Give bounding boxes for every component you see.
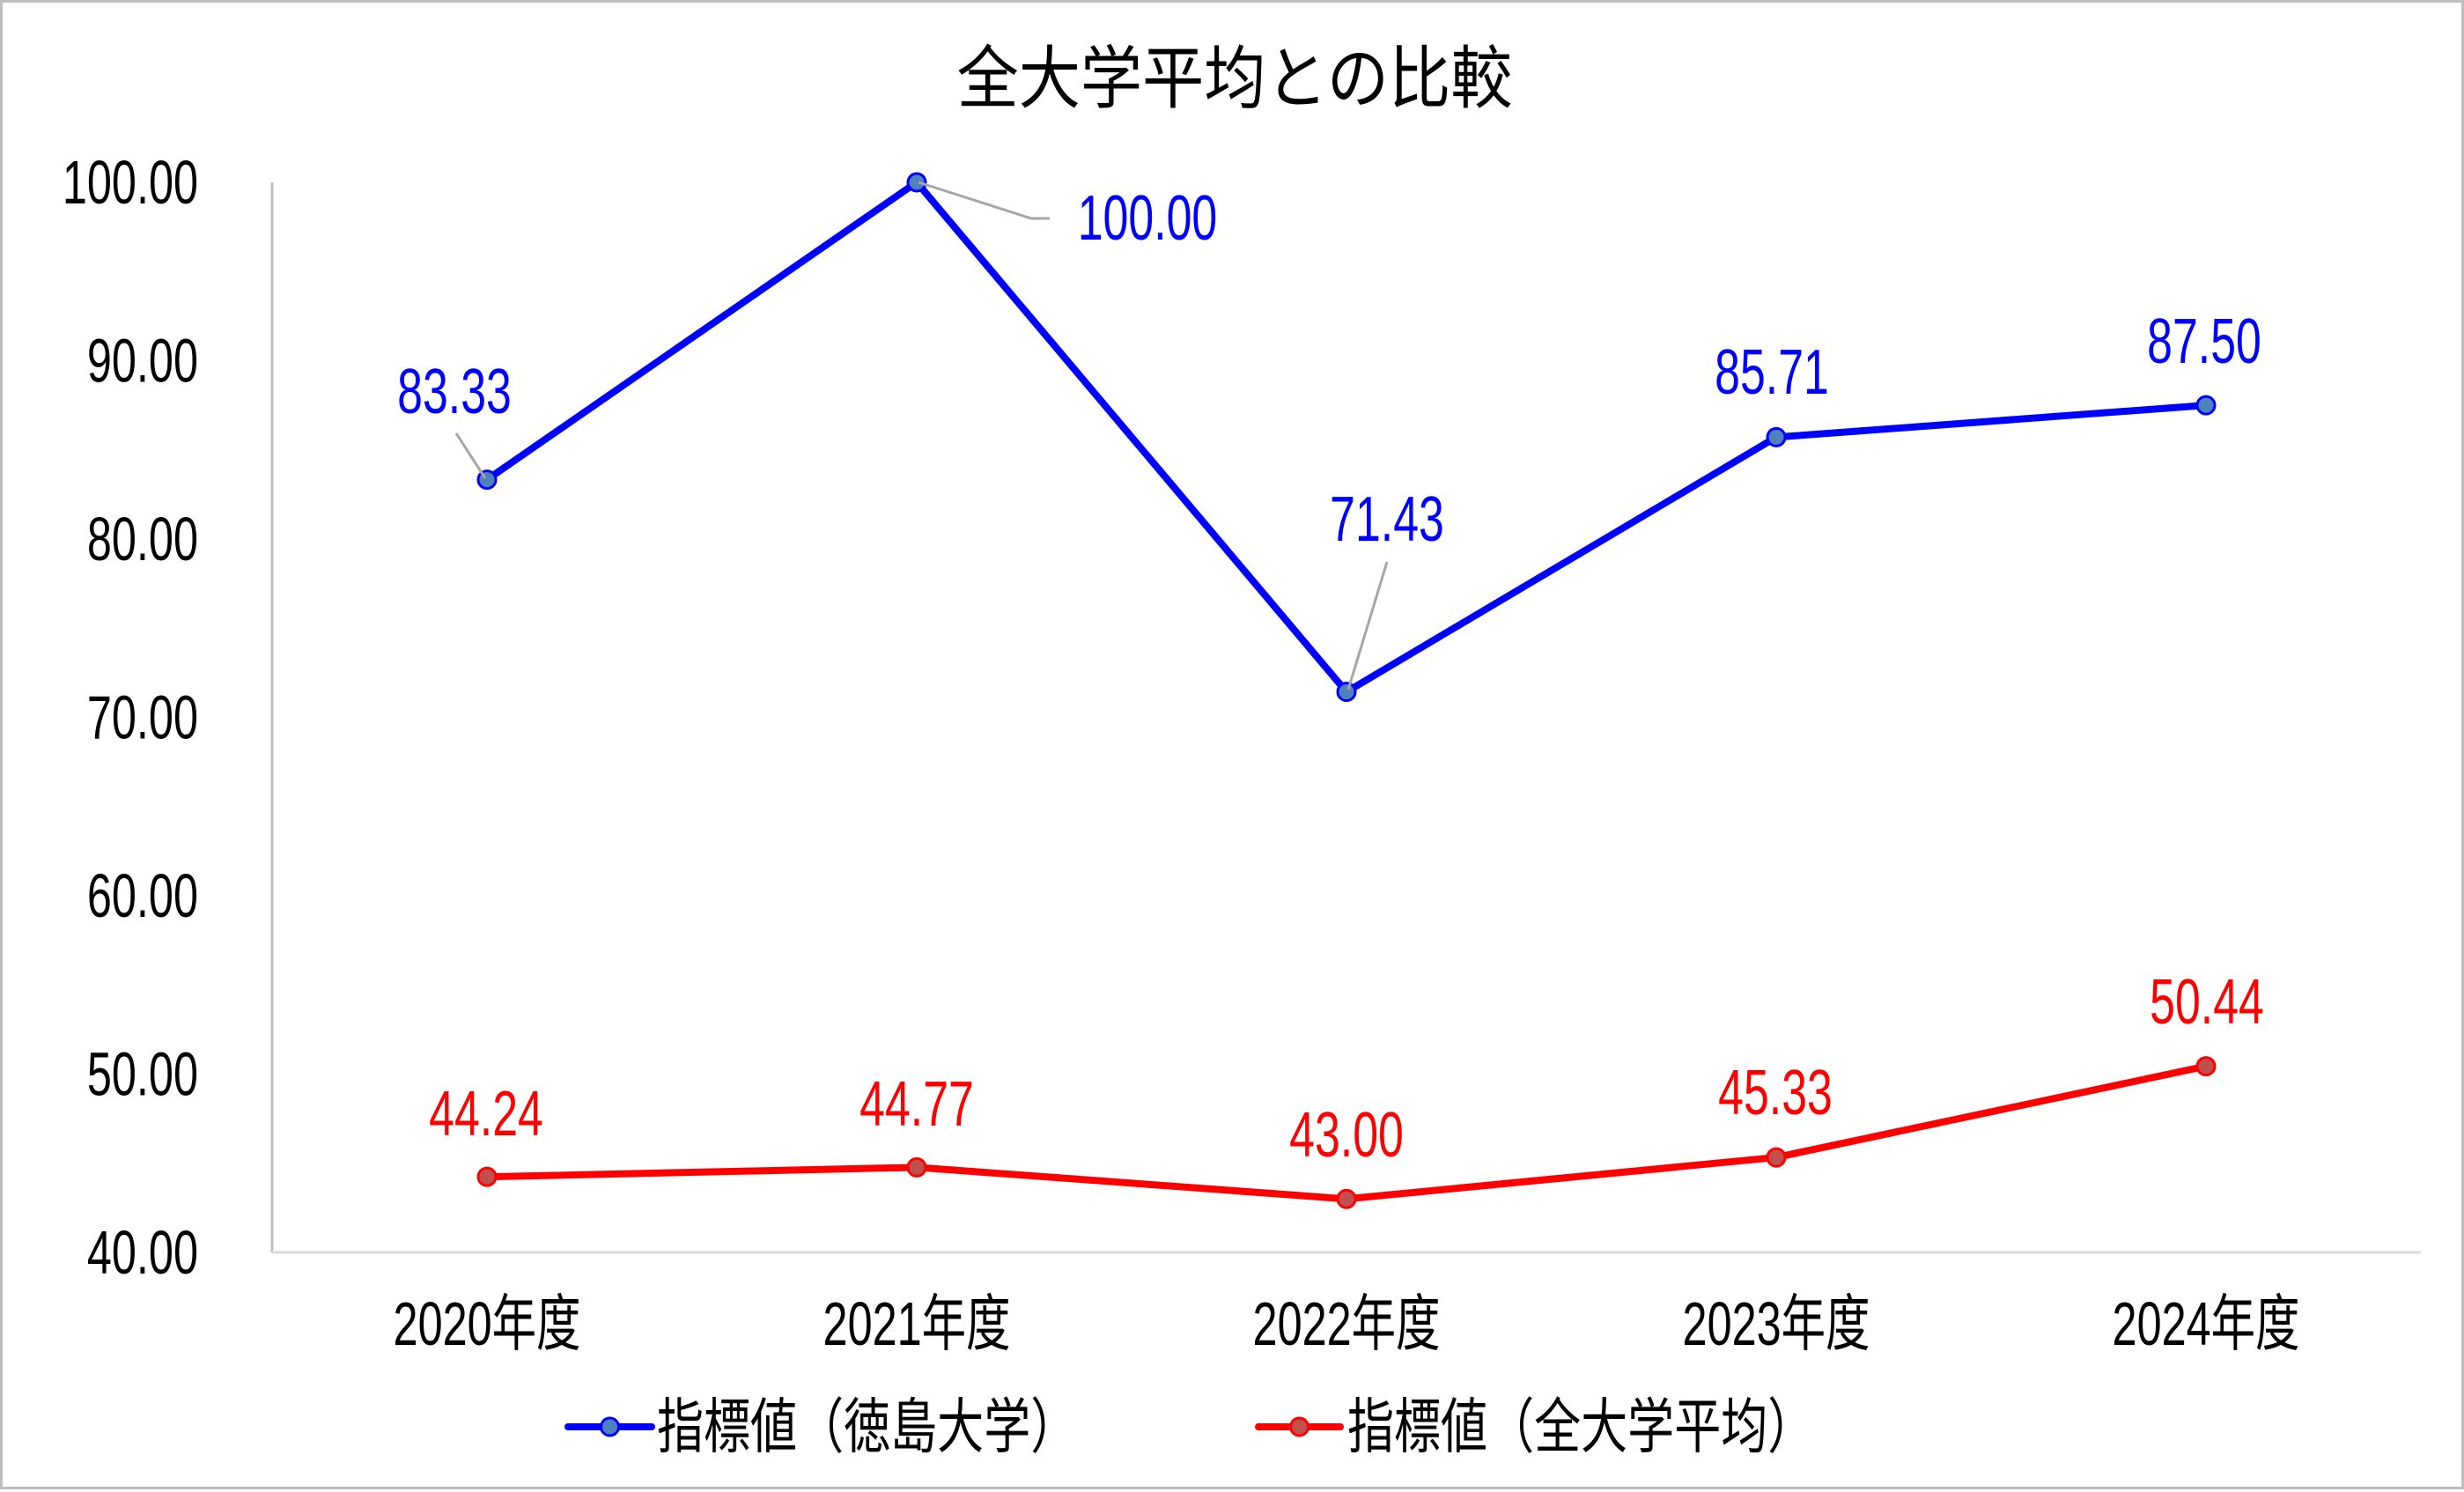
- data-point-marker[interactable]: [2195, 1056, 2217, 1077]
- legend-marker-icon: [1289, 1416, 1309, 1437]
- data-label: 83.33: [397, 357, 512, 427]
- x-tick-label: 2023年度: [1683, 1289, 1870, 1358]
- data-point-marker[interactable]: [1766, 1147, 1787, 1168]
- data-point-marker[interactable]: [2195, 395, 2217, 416]
- legend-item-1[interactable]: 指標値（全大学平均）: [1255, 1393, 1814, 1460]
- data-point-marker[interactable]: [1766, 426, 1787, 447]
- data-label: 50.44: [2150, 967, 2264, 1038]
- series-0: [476, 172, 2217, 703]
- y-tick-label: 100.00: [63, 148, 198, 217]
- data-labels: 83.33 100.00 71.43 85.71 87.50 44.24 44.77 43.0…: [397, 181, 2264, 1171]
- y-tick-label: 40.00: [87, 1218, 198, 1287]
- y-tick-label: 70.00: [87, 683, 198, 751]
- data-label: 100.00: [1078, 183, 1218, 254]
- data-point-marker[interactable]: [476, 1166, 498, 1187]
- data-label: 43.00: [1289, 1100, 1404, 1171]
- data-point-marker[interactable]: [906, 1156, 927, 1178]
- data-point-marker[interactable]: [1336, 682, 1357, 703]
- y-tick-label: 80.00: [87, 505, 198, 573]
- data-label: 71.43: [1330, 484, 1444, 555]
- leader-line: [1346, 561, 1389, 691]
- data-label: 87.50: [2147, 307, 2261, 377]
- data-label: 44.24: [429, 1079, 543, 1149]
- x-tick-label: 2024年度: [2113, 1289, 2300, 1358]
- x-tick-label: 2020年度: [394, 1289, 581, 1358]
- leader-line: [918, 181, 1050, 220]
- data-label: 85.71: [1715, 337, 1829, 408]
- series-line: [483, 179, 2209, 696]
- y-axis: 40.00 50.00 60.00 70.00 80.00 90.00 100.00: [63, 148, 274, 1287]
- legend-marker-icon: [600, 1416, 620, 1437]
- x-tick-label: 2021年度: [823, 1289, 1011, 1358]
- x-axis: 2020年度 2021年度 2022年度 2023年度 2024年度: [272, 1251, 2421, 1358]
- legend-label: 指標値（全大学平均）: [1347, 1393, 1814, 1460]
- y-tick-label: 60.00: [87, 861, 198, 930]
- legend: 指標値（徳島大学） 指標値（全大学平均）: [564, 1393, 1814, 1460]
- data-label: 45.33: [1718, 1058, 1833, 1128]
- data-point-marker[interactable]: [906, 172, 927, 193]
- data-point-marker[interactable]: [1336, 1188, 1357, 1209]
- series-layer: [476, 172, 2217, 1209]
- y-tick-label: 50.00: [87, 1039, 198, 1108]
- legend-item-0[interactable]: 指標値（徳島大学）: [564, 1393, 1077, 1460]
- leader-line: [454, 432, 487, 479]
- data-label: 44.77: [859, 1069, 974, 1140]
- line-chart: 全大学平均との比較 40.00 50.00 60.00 70.00 80.00 90.00…: [63, 41, 2421, 1460]
- x-tick-label: 2022年度: [1253, 1289, 1441, 1358]
- legend-label: 指標値（徳島大学）: [657, 1393, 1077, 1460]
- y-tick-label: 90.00: [87, 326, 198, 395]
- chart-title: 全大学平均との比較: [957, 41, 1513, 117]
- series-1: [476, 1056, 2217, 1209]
